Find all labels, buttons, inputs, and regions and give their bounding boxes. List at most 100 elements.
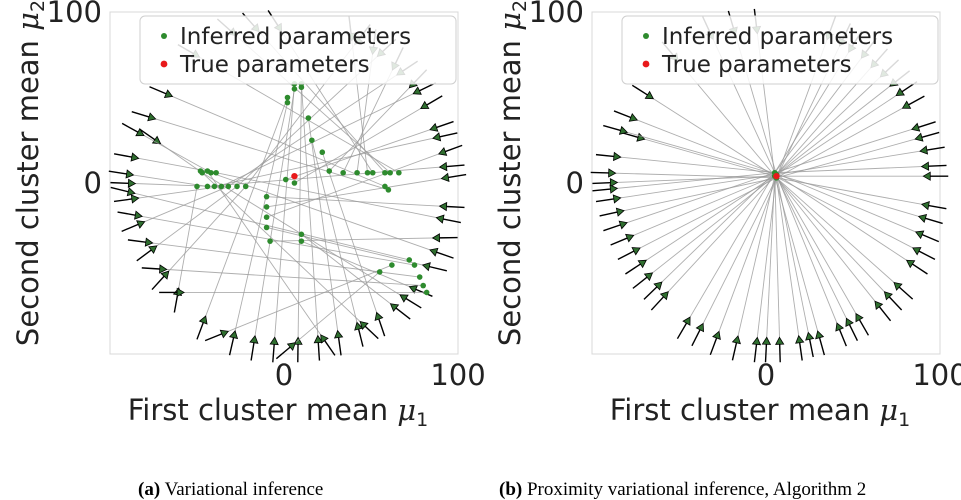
- start-arrow-shaft: [625, 264, 640, 274]
- start-arrow-shaft: [230, 338, 234, 356]
- legend-label-inferred: Inferred parameters: [180, 24, 411, 50]
- caption-b-label: (b): [499, 479, 522, 500]
- start-arrow-shaft: [118, 212, 136, 215]
- start-arrow-shaft: [633, 277, 647, 288]
- inferred-point: [424, 290, 430, 296]
- inferred-point: [292, 86, 298, 92]
- inferred-point: [205, 184, 211, 190]
- start-arrow-head: [270, 337, 278, 344]
- inferred-point: [387, 170, 393, 176]
- start-arrow-shaft: [899, 287, 912, 299]
- start-arrow-head: [321, 335, 328, 343]
- start-arrow-head: [439, 148, 447, 156]
- start-arrow-shaft: [918, 122, 935, 127]
- start-arrow-shaft: [276, 347, 290, 359]
- y-tick-label: 0: [566, 166, 584, 200]
- inferred-point: [354, 170, 360, 176]
- start-arrow-head: [762, 337, 770, 344]
- start-arrow-shaft: [440, 133, 458, 137]
- inferred-point: [198, 168, 204, 174]
- inferred-point: [420, 283, 426, 289]
- trajectory-line: [776, 174, 842, 336]
- start-arrow-head: [836, 323, 843, 331]
- inferred-point: [264, 204, 270, 210]
- start-arrow-shaft: [114, 154, 132, 157]
- legend-marker-inferred: [161, 33, 167, 39]
- start-arrow-shaft: [437, 252, 454, 258]
- start-arrow-shaft: [820, 338, 825, 355]
- inferred-point: [292, 180, 298, 186]
- start-arrow-head: [126, 170, 134, 178]
- legend-marker-inferred: [643, 33, 649, 39]
- start-arrow-head: [436, 215, 444, 223]
- start-arrow-head: [629, 114, 637, 121]
- start-arrow-head: [440, 163, 447, 171]
- start-arrow-head: [816, 331, 824, 339]
- caption-b-text: Proximity variational inference, Algorit…: [527, 479, 866, 500]
- trajectory-line: [141, 115, 388, 190]
- x-tick-label: 100: [912, 358, 961, 392]
- start-arrow-head: [915, 133, 923, 141]
- start-arrow-head: [220, 330, 228, 337]
- trajectory-line: [641, 91, 775, 177]
- inferred-point: [219, 184, 225, 190]
- trajectory-line: [714, 178, 777, 346]
- inferred-point: [234, 184, 240, 190]
- start-arrow-head: [645, 273, 653, 280]
- start-arrow-shaft: [359, 329, 363, 346]
- inferred-point: [243, 184, 249, 190]
- start-arrow-head: [796, 336, 804, 343]
- trajectory-line: [152, 269, 423, 286]
- start-arrow-shaft: [644, 287, 657, 300]
- start-arrow-head: [250, 336, 258, 344]
- start-arrow-head: [806, 332, 814, 340]
- inferred-point: [382, 170, 388, 176]
- start-arrow-head: [920, 146, 928, 154]
- x-tick-label: 0: [275, 358, 293, 392]
- caption-b: (b) Proximity variational inference, Alg…: [499, 480, 866, 499]
- start-arrow-shaft: [912, 264, 927, 274]
- start-arrow-head: [149, 246, 157, 253]
- start-arrow-head: [638, 260, 646, 267]
- start-arrow-head: [128, 179, 135, 187]
- start-arrow-shaft: [379, 319, 385, 336]
- start-arrow-head: [335, 331, 343, 338]
- x-tick-label: 0: [757, 358, 775, 392]
- legend-marker-true: [161, 61, 168, 68]
- start-arrow-head: [137, 221, 145, 228]
- inferred-point: [285, 100, 291, 106]
- start-arrow-shaft: [927, 147, 945, 150]
- start-arrow-shaft: [618, 251, 634, 259]
- start-arrow-shaft: [592, 183, 610, 184]
- start-arrow-shaft: [339, 338, 341, 356]
- inferred-point: [194, 184, 200, 190]
- start-arrow-head: [433, 133, 441, 141]
- start-arrow-head: [148, 113, 156, 121]
- start-arrow-shaft: [889, 297, 901, 310]
- trajectory-line: [775, 125, 926, 173]
- caption-a-text: Variational inference: [165, 479, 324, 500]
- start-arrow-head: [200, 316, 207, 324]
- trajectory-line: [776, 174, 933, 220]
- trajectory-line: [776, 101, 915, 178]
- start-arrow-head: [409, 286, 417, 293]
- inferred-point: [264, 194, 270, 200]
- start-arrow-head: [131, 195, 138, 203]
- start-arrow-shaft: [122, 224, 139, 231]
- start-arrow-shaft: [603, 225, 620, 231]
- start-arrow-head: [626, 234, 634, 241]
- start-arrow-shaft: [318, 343, 319, 361]
- inferred-point: [299, 232, 305, 238]
- start-arrow-shaft: [732, 343, 736, 361]
- start-arrow-shaft: [445, 145, 462, 151]
- start-arrow-shaft: [603, 126, 620, 131]
- start-arrow-head: [145, 238, 152, 246]
- inferred-point: [377, 269, 383, 275]
- start-arrow-shaft: [111, 187, 128, 191]
- start-arrow-head: [610, 185, 617, 193]
- start-arrow-shaft: [205, 334, 222, 341]
- start-arrow-shaft: [859, 320, 868, 336]
